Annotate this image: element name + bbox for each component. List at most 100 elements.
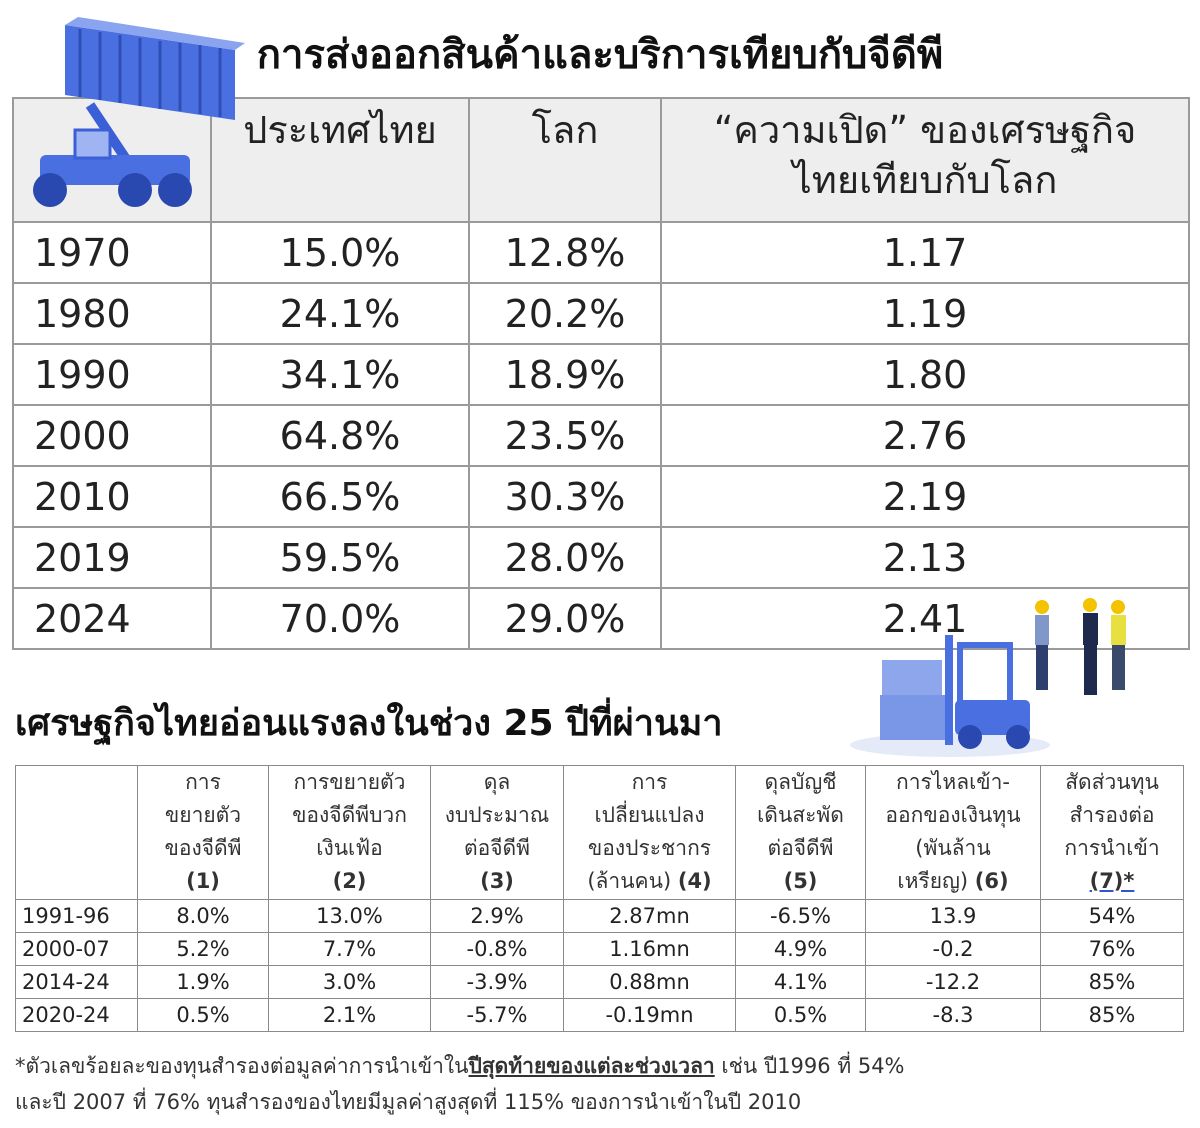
- header-line: การ: [631, 770, 668, 794]
- openness-table: ประเทศไทย โลก “ความเปิด” ของเศรษฐกิจ ไทยเที…: [12, 97, 1190, 650]
- data-row: 2020-24 0.5% 2.1% -5.7% -0.19mn 0.5% -8.3 85%: [15, 998, 1184, 1032]
- header-line: (พันล้าน: [915, 836, 991, 860]
- cell: 5.2%: [137, 932, 269, 966]
- header-line: การไหลเข้า-: [896, 770, 1010, 794]
- cell: 2014-24: [15, 965, 138, 999]
- header-number: (5): [783, 869, 818, 893]
- cell: 85%: [1040, 998, 1184, 1032]
- cell: 1980: [12, 282, 212, 345]
- data-row: 1991-96 8.0% 13.0% 2.9% 2.87mn -6.5% 13.9 54%: [15, 899, 1184, 933]
- cell: 2.13: [660, 526, 1190, 589]
- header-line: สำรองต่อ: [1069, 803, 1155, 827]
- header-row: การ ขยายตัว ของจีดีพี (1) การขยายตัว ของจีดี…: [15, 765, 1184, 900]
- cell: 23.5%: [468, 404, 662, 467]
- cell: 2.1%: [268, 998, 431, 1032]
- header-line: งบประมาณ: [444, 803, 550, 827]
- wheel: [158, 173, 192, 207]
- cell: 15.0%: [210, 221, 470, 284]
- header-line: (ล้านคน): [587, 869, 672, 893]
- data-row: 2019 59.5% 28.0% 2.13: [12, 526, 1190, 589]
- header-line: ต่อจีดีพี: [463, 836, 531, 860]
- header-cell: การไหลเข้า- ออกของเงินทุน (พันล้าน เหรียญ) …: [865, 765, 1041, 900]
- data-row: 2000 64.8% 23.5% 2.76: [12, 404, 1190, 467]
- cell: -6.5%: [735, 899, 866, 933]
- header-line: ประเทศไทย: [243, 108, 437, 152]
- data-row: 2000-07 5.2% 7.7% -0.8% 1.16mn 4.9% -0.2 76%: [15, 932, 1184, 966]
- cell: 1.9%: [137, 965, 269, 999]
- data-row: 2024 70.0% 29.0% 2.41: [12, 587, 1190, 650]
- cell: 1990: [12, 343, 212, 406]
- wheel: [1006, 725, 1030, 749]
- header-line: เหรียญ): [897, 869, 969, 893]
- cell: 1.17: [660, 221, 1190, 284]
- container: [65, 25, 235, 120]
- cell: 2.41: [660, 587, 1190, 650]
- cell: 1.16mn: [563, 932, 736, 966]
- cell: -8.3: [865, 998, 1041, 1032]
- cell: 18.9%: [468, 343, 662, 406]
- cell: 2.76: [660, 404, 1190, 467]
- cell: 2024: [12, 587, 212, 650]
- footnote-line: *ตัวเลขร้อยละของทุนสำรองต่อมูลค่าการนำเข…: [15, 1050, 905, 1083]
- cell: 13.9: [865, 899, 1041, 933]
- cell: 34.1%: [210, 343, 470, 406]
- cell: 64.8%: [210, 404, 470, 467]
- cell: -3.9%: [430, 965, 564, 999]
- data-row: 2010 66.5% 30.3% 2.19: [12, 465, 1190, 528]
- header-cell: ประเทศไทย: [210, 97, 470, 223]
- cell: -0.8%: [430, 932, 564, 966]
- truck-body: [40, 155, 190, 185]
- cell: 7.7%: [268, 932, 431, 966]
- cell: -0.19mn: [563, 998, 736, 1032]
- title: การส่งออกสินค้าและบริการเทียบกับจีดีพี: [256, 32, 944, 78]
- cell: 76%: [1040, 932, 1184, 966]
- header-number: (6): [974, 869, 1009, 893]
- wheel: [118, 173, 152, 207]
- header-cell: การ เปลี่ยนแปลง ของประชากร (ล้านคน) (4): [563, 765, 736, 900]
- header-line: เงินเฟ้อ: [316, 836, 383, 860]
- header-cell: การ ขยายตัว ของจีดีพี (1): [137, 765, 269, 900]
- cell: -12.2: [865, 965, 1041, 999]
- worker: [1035, 600, 1049, 690]
- cell: 13.0%: [268, 899, 431, 933]
- header-cell: การขยายตัว ของจีดีพีบวก เงินเฟ้อ (2): [268, 765, 431, 900]
- cell: 2000-07: [15, 932, 138, 966]
- footnote-emphasis: ปีสุดท้ายของแต่ละช่วงเวลา: [468, 1054, 715, 1078]
- cell: 20.2%: [468, 282, 662, 345]
- worker: [1111, 600, 1126, 690]
- header-line: ต่อจีดีพี: [767, 836, 834, 860]
- cell: 29.0%: [468, 587, 662, 650]
- header-line: สัดส่วนทุน: [1065, 770, 1159, 794]
- header-cell: สัดส่วนทุน สำรองต่อ การนำเข้า (7)*: [1040, 765, 1184, 900]
- header-line: ของจีดีพี: [164, 836, 242, 860]
- cell: 0.88mn: [563, 965, 736, 999]
- cell: 0.5%: [137, 998, 269, 1032]
- cell: 85%: [1040, 965, 1184, 999]
- cell: 54%: [1040, 899, 1184, 933]
- container-ribs: [78, 29, 222, 117]
- cell: 70.0%: [210, 587, 470, 650]
- cell: 2.9%: [430, 899, 564, 933]
- header-line: เปลี่ยนแปลง: [594, 803, 705, 827]
- header-line: การขยายตัว: [293, 770, 406, 794]
- header-number: (3): [480, 869, 514, 893]
- cell: 0.5%: [735, 998, 866, 1032]
- header-line: ดุล: [483, 770, 511, 794]
- header-cell: ดุลบัญชี เดินสะพัด ต่อจีดีพี (5): [735, 765, 866, 900]
- data-row: 2014-24 1.9% 3.0% -3.9% 0.88mn 4.1% -12.2 85%: [15, 965, 1184, 999]
- wheel: [33, 173, 67, 207]
- header-line: ไทยเทียบกับโลก: [792, 158, 1058, 202]
- cell: 2000: [12, 404, 212, 467]
- box: [880, 695, 945, 740]
- cell: -0.2: [865, 932, 1041, 966]
- cell: 28.0%: [468, 526, 662, 589]
- cab: [957, 642, 1013, 708]
- cell: 24.1%: [210, 282, 470, 345]
- header-line: “ความเปิด” ของเศรษฐกิจ: [713, 108, 1137, 152]
- cell: 3.0%: [268, 965, 431, 999]
- cell: 2.87mn: [563, 899, 736, 933]
- container-top: [65, 17, 245, 50]
- header-cell: ดุลงบประมาณต่อจีดีพี (3): [430, 765, 564, 900]
- header-cell: “ความเปิด” ของเศรษฐกิจไทยเทียบกับโลก: [660, 97, 1190, 223]
